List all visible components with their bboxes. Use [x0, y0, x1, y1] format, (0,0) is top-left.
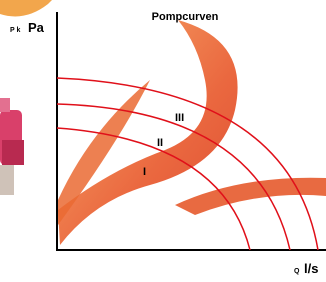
x-label-prefix: Q	[294, 268, 300, 275]
pump-image	[0, 98, 24, 195]
decor-swoosh	[175, 178, 326, 215]
curve-label: I	[143, 166, 146, 178]
pump-curve-diagram: Pompcurven P k Pa Q l/s III II I	[0, 0, 326, 282]
decor-crescent	[0, 0, 52, 16]
curve-label: II	[157, 137, 163, 149]
y-label-prefix: P k	[10, 27, 20, 34]
curve-label: III	[175, 112, 184, 124]
decor-swoosh	[58, 20, 238, 245]
pump-curve	[57, 104, 290, 250]
x-label-unit: l/s	[304, 261, 318, 276]
title: Pompcurven	[152, 11, 219, 23]
y-label-unit: Pa	[28, 20, 45, 35]
